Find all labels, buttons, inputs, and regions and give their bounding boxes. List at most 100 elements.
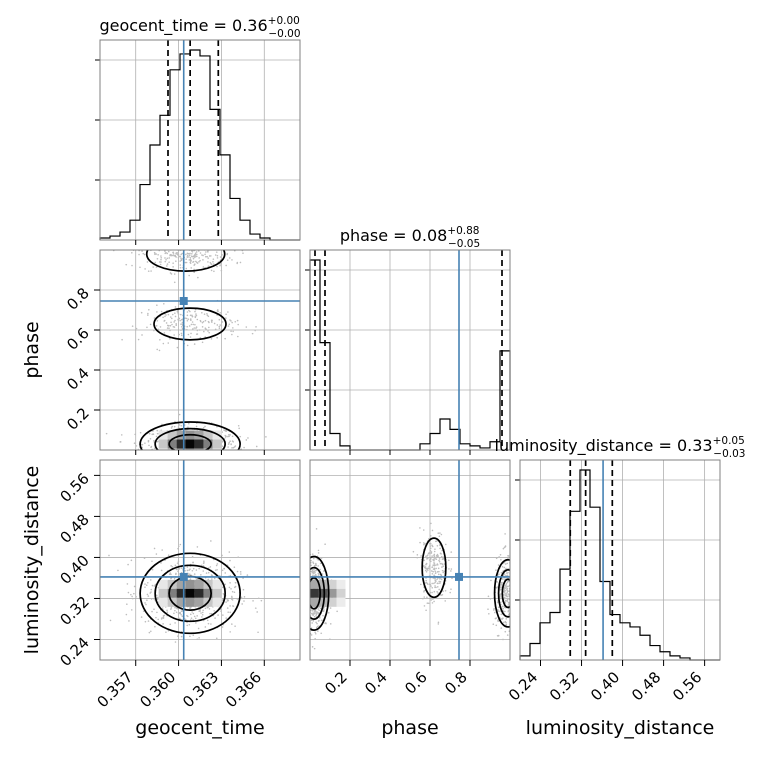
x-axis-label-phase: phase	[381, 717, 438, 739]
sample-point	[211, 578, 213, 580]
sample-point	[510, 570, 512, 572]
sample-point	[236, 262, 238, 265]
sample-point	[425, 579, 427, 582]
sample-point	[449, 591, 452, 594]
sample-point	[126, 583, 129, 585]
sample-point	[207, 315, 210, 318]
sample-point	[207, 261, 209, 263]
sample-point	[207, 606, 209, 609]
sample-point	[301, 596, 303, 598]
sample-point	[161, 549, 163, 551]
sample-point	[306, 610, 308, 612]
sample-point	[303, 587, 305, 589]
sample-point	[513, 574, 515, 576]
sample-point	[510, 563, 512, 565]
density-cell	[167, 588, 177, 598]
sample-point	[174, 319, 176, 322]
panel-geocent_time-hist-frame	[99, 39, 301, 241]
y-tick-label-phase: 0.2	[63, 404, 93, 434]
sample-point	[507, 593, 510, 595]
sample-point	[423, 596, 426, 598]
sample-point	[257, 597, 260, 600]
y-tick-label-luminosity_distance: 0.24	[56, 634, 92, 670]
sample-point	[305, 601, 307, 603]
sample-point	[523, 601, 525, 603]
sample-point	[216, 452, 218, 454]
sample-point	[190, 267, 193, 269]
density-cell	[310, 597, 319, 607]
sample-point	[512, 605, 514, 607]
sample-point	[209, 566, 212, 568]
sample-point	[192, 612, 195, 615]
sample-point	[188, 244, 190, 246]
sample-point	[513, 579, 515, 581]
density-cell	[185, 439, 195, 449]
sample-point	[202, 266, 205, 268]
sample-point	[324, 543, 326, 546]
sample-point	[109, 619, 112, 622]
sample-point	[141, 250, 143, 252]
density-cell	[158, 448, 168, 450]
sample-point	[320, 557, 323, 559]
sample-point	[320, 619, 323, 622]
sample-point	[214, 328, 217, 331]
sample-point	[189, 318, 192, 320]
sample-point	[169, 246, 171, 248]
sample-point	[151, 560, 153, 563]
sample-point	[201, 611, 204, 614]
sample-point	[208, 608, 211, 610]
sample-point	[195, 326, 198, 328]
sample-point	[314, 612, 316, 615]
sample-point	[189, 635, 191, 638]
sample-point	[511, 586, 513, 588]
sample-point	[237, 424, 240, 427]
sample-point	[185, 469, 187, 471]
sample-point	[314, 564, 317, 567]
sample-point	[167, 454, 169, 456]
y-tick-label-phase: 0.8	[63, 284, 93, 314]
sample-point	[229, 605, 231, 607]
sample-point	[204, 327, 207, 329]
sample-point	[171, 456, 173, 458]
sample-point	[416, 554, 419, 556]
sample-point	[207, 457, 209, 459]
sample-point	[513, 612, 515, 614]
contour-line	[154, 564, 226, 623]
sample-point	[153, 450, 155, 452]
sample-point	[430, 599, 433, 601]
sample-point	[429, 545, 432, 547]
sample-point	[312, 561, 314, 563]
sample-point	[155, 553, 158, 555]
sample-point	[177, 560, 180, 562]
sample-point	[186, 457, 188, 459]
sample-point	[513, 579, 515, 581]
sample-point	[497, 620, 499, 623]
sample-point	[512, 619, 514, 621]
sample-point	[178, 413, 181, 416]
sample-point	[151, 584, 154, 587]
sample-point	[312, 557, 315, 560]
sample-point	[160, 261, 162, 263]
sample-point	[194, 252, 197, 255]
sample-point	[190, 255, 193, 257]
sample-point	[316, 611, 319, 614]
sample-point	[156, 452, 158, 454]
sample-point	[144, 457, 146, 459]
sample-point	[211, 244, 213, 246]
sample-point	[233, 566, 236, 569]
density-cell	[176, 579, 186, 589]
sample-point	[153, 447, 156, 449]
sample-point	[185, 267, 188, 270]
sample-point	[170, 247, 172, 249]
sample-point	[229, 458, 231, 460]
sample-point	[210, 540, 212, 542]
sample-point	[192, 323, 195, 326]
y-tick-label-luminosity_distance: 0.48	[56, 511, 92, 547]
sample-point	[147, 620, 150, 622]
sample-point	[194, 310, 196, 313]
sample-point	[203, 560, 205, 562]
sample-point	[155, 435, 158, 438]
sample-point	[135, 327, 138, 330]
sample-point	[187, 451, 189, 453]
sample-point	[515, 590, 517, 592]
